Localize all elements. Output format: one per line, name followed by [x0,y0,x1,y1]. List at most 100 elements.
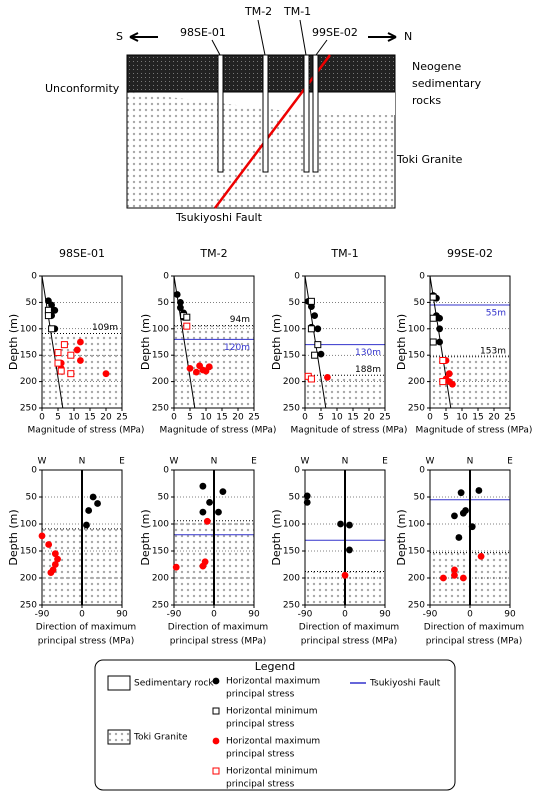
fault-label: 130m [355,348,381,358]
y-tick-label: 0 [294,272,300,282]
marker-circle [73,346,81,354]
x-tick-label: 25 [248,413,259,423]
x-tick-label: 5 [318,413,324,423]
marker-circle [459,574,467,582]
top-label: E [507,457,513,467]
fault-trace [214,54,331,209]
marker-square [54,349,62,357]
marker-square [60,341,68,349]
marker-circle [451,566,458,574]
fault-label: 55m [486,309,506,319]
y-tick-label: 200 [283,574,300,584]
marker-circle [206,499,213,506]
granite-label: 94m [230,315,250,325]
marker-circle [199,508,207,516]
x-axis-label: principal stress (MPa) [301,637,397,647]
marker-circle [346,521,353,529]
y-tick-label: 0 [419,466,425,476]
x-tick-label: -90 [298,610,313,620]
marker-circle [51,306,59,314]
marker-square [44,312,52,320]
marker-square [307,325,315,333]
y-axis-label: Depth (m) [395,314,408,370]
legend-box [94,659,456,791]
marker-circle [77,357,84,364]
x-tick-label: 90 [248,610,260,620]
x-tick-label: 20 [363,413,375,423]
y-tick-label: 150 [408,351,425,361]
marker-circle [436,325,443,333]
y-tick-label: 50 [414,298,426,308]
y-axis-label: Depth (m) [7,509,20,565]
cross-section: S N 98SE-01 TM-2 TM-1 99SE-02 Neogene se… [45,5,482,224]
legend-marker [212,767,220,775]
overburden-line [41,275,64,409]
x-tick-label: 0 [211,610,217,620]
marker-square [67,370,75,378]
x-axis-label: principal stress (MPa) [426,637,522,647]
marker-square [48,325,56,333]
x-tick-label: 10 [456,413,468,423]
legend-label: principal stress [226,720,295,730]
granite-zone [305,375,385,408]
marker-circle [102,370,110,378]
marker-circle [94,500,101,507]
y-axis-label: Depth (m) [270,314,283,370]
marker-circle [475,487,483,494]
unconformity-label: Unconformity [45,82,120,95]
x-tick-label: 0 [342,610,348,620]
x-axis-label: principal stress (MPa) [170,637,266,647]
marker-circle [51,550,59,558]
x-tick-label: 0 [302,413,308,423]
marker-circle [457,489,465,497]
y-tick-label: 0 [294,466,300,476]
granite-label: Toki Granite [396,153,463,166]
y-tick-label: 50 [414,493,426,503]
y-tick-label: 150 [283,351,300,361]
borehole-label: TM-1 [283,5,311,18]
borehole-label: 99SE-02 [312,26,358,39]
y-tick-label: 150 [283,547,300,557]
marker-circle [459,509,467,517]
y-tick-label: 50 [26,298,38,308]
granite-zone [42,333,122,408]
marker-circle [173,291,181,298]
y-tick-label: 250 [283,404,300,414]
y-tick-label: 250 [283,601,300,611]
marker-circle [449,380,456,388]
x-axis-label: Magnitude of stress (MPa) [28,426,145,436]
legend-label: Tsukiyoshi Fault [369,679,441,689]
marker-square [183,322,191,330]
south-label: S [116,30,123,43]
y-tick-label: 200 [20,574,37,584]
y-tick-label: 200 [152,574,169,584]
y-tick-label: 0 [419,272,425,282]
marker-circle [439,574,447,582]
x-tick-label: 10 [200,413,212,423]
y-tick-label: 200 [20,377,37,387]
borehole [303,54,310,173]
marker-circle [48,301,55,309]
marker-circle [219,488,227,495]
marker-circle [317,350,325,358]
marker-circle [451,512,458,520]
y-tick-label: 50 [158,298,170,308]
x-axis-label: Direction of maximum [36,623,136,633]
marker-circle [311,312,318,319]
x-tick-label: 0 [39,413,45,423]
marker-circle [205,363,213,371]
x-tick-label: -90 [167,610,182,620]
legend-swatch [107,675,131,691]
marker-circle [215,508,222,516]
pointers [211,19,328,56]
x-tick-label: 0 [79,610,85,620]
y-tick-label: 100 [152,520,169,530]
marker-circle [455,534,463,541]
marker-square [54,359,62,367]
marker-square [311,351,319,359]
marker-circle [45,541,53,548]
